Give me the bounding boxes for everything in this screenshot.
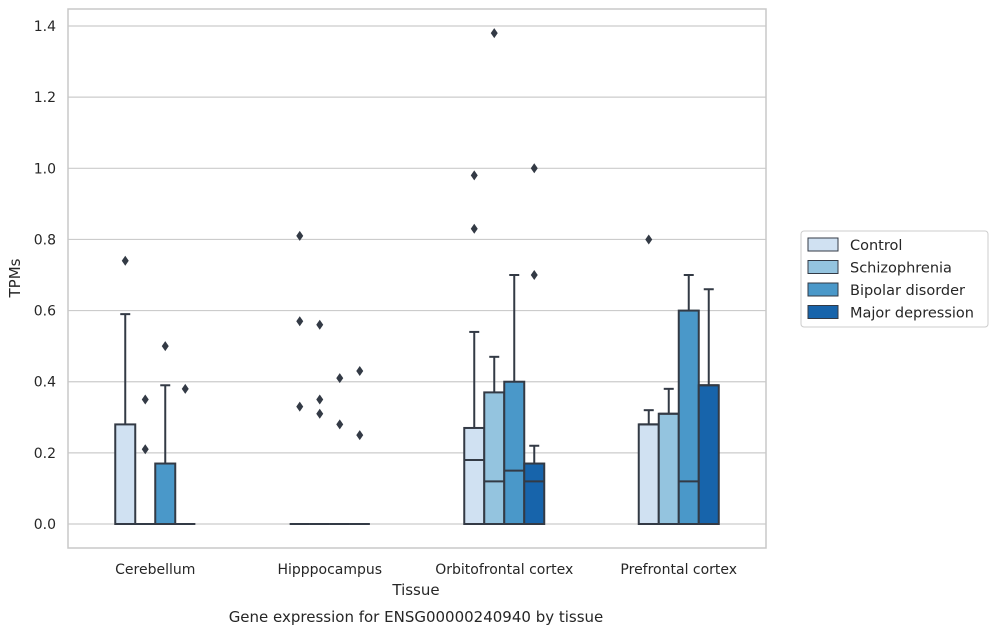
box-2-3 [523, 163, 546, 526]
outlier-point [316, 319, 324, 330]
box [657, 412, 680, 525]
box [503, 380, 526, 525]
legend-label: Control [850, 238, 902, 254]
legend-label: Schizophrenia [850, 261, 952, 277]
box-0-0 [114, 255, 137, 525]
box-2-2 [503, 274, 526, 525]
outlier-point [296, 401, 304, 412]
legend-swatch [807, 260, 839, 274]
box-1-0 [289, 230, 310, 525]
legend-swatch [807, 305, 839, 319]
x-tick-label: Prefrontal cortex [620, 562, 737, 578]
y-tick-label: 0.2 [34, 446, 56, 462]
box-0-1 [135, 394, 156, 525]
outlier-point [316, 408, 324, 419]
plot-frame [67, 8, 767, 549]
outlier-point [316, 394, 324, 405]
outlier-point [181, 383, 189, 394]
box-1-3 [349, 366, 370, 525]
box-3-3 [697, 288, 720, 526]
outlier-point [336, 419, 344, 430]
legend-label: Major depression [850, 306, 974, 322]
y-tick-label: 1.2 [34, 90, 56, 106]
legend-label: Bipolar disorder [850, 283, 965, 299]
outlier-point [141, 394, 149, 405]
legend-frame [800, 230, 989, 328]
x-tick-label: Hipppocampus [277, 562, 382, 578]
y-tick-label: 0.0 [34, 517, 56, 533]
outlier-point [490, 28, 498, 39]
x-tick-labels: Cerebellum Hipppocampus Orbitofrontal cort… [115, 562, 737, 578]
y-axis-label: TPMs [6, 258, 24, 298]
box-1-2 [329, 373, 350, 525]
box-0-3 [175, 383, 196, 525]
box [677, 309, 700, 525]
outlier-point [530, 163, 538, 174]
y-tick-label: 1.0 [34, 161, 56, 177]
x-tick-label: Cerebellum [115, 562, 195, 578]
box-1-1 [309, 319, 330, 525]
outlier-point [530, 270, 538, 281]
outlier-point [161, 341, 169, 352]
box [637, 423, 660, 525]
y-tick-label: 1.4 [34, 19, 56, 35]
outlier-point [121, 255, 129, 266]
y-tick-label: 0.8 [34, 232, 56, 248]
box-groups [114, 28, 720, 526]
outlier-point [645, 234, 653, 245]
y-tick-label: 0.4 [34, 375, 56, 391]
outlier-point [356, 366, 364, 377]
outlier-point [296, 316, 304, 327]
outlier-point [470, 170, 478, 181]
box [483, 391, 506, 525]
box [523, 462, 546, 526]
box [114, 423, 137, 525]
legend: Control Schizophrenia Bipolar disorder Majo… [800, 230, 989, 328]
outlier-point [141, 444, 149, 455]
x-tick-label: Orbitofrontal cortex [435, 562, 573, 578]
outlier-point [470, 223, 478, 234]
x-axis-label: Tissue [391, 581, 439, 599]
box [697, 384, 720, 526]
chart-caption: Gene expression for ENSG00000240940 by t… [229, 608, 604, 626]
outlier-point [356, 430, 364, 441]
outlier-point [296, 230, 304, 241]
box-3-2 [677, 274, 700, 525]
box [463, 426, 486, 525]
box-0-2 [154, 341, 177, 526]
box [154, 462, 177, 526]
outlier-point [336, 373, 344, 384]
box-2-0 [463, 170, 486, 525]
legend-swatch [807, 282, 839, 297]
y-tick-label: 0.6 [34, 304, 56, 320]
legend-swatch [807, 237, 839, 252]
y-tick-labels: 0.0 0.2 0.4 0.6 0.8 1.0 1.2 1.4 [34, 19, 56, 533]
